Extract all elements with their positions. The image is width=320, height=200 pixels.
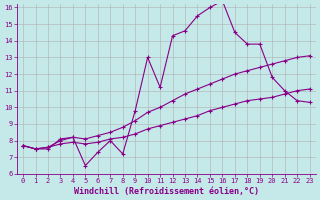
X-axis label: Windchill (Refroidissement éolien,°C): Windchill (Refroidissement éolien,°C) [74, 187, 259, 196]
